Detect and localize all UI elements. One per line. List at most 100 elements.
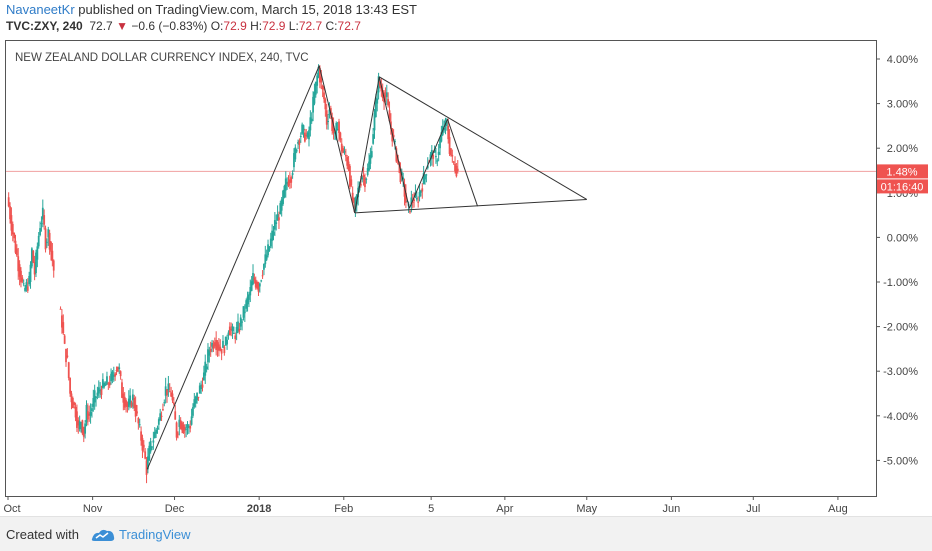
candle-body (379, 81, 381, 87)
y-tick-label: 0.00% (887, 232, 918, 244)
candle-body (67, 362, 70, 378)
x-tick-label: Jul (746, 503, 760, 515)
y-tick-label: 4.00% (887, 54, 918, 66)
candle-body (103, 382, 106, 387)
candle-body (217, 344, 220, 351)
candle-body (364, 177, 366, 188)
candle-body (404, 192, 407, 203)
candle-body (237, 321, 239, 332)
candle-body (354, 197, 357, 211)
candle-body (159, 413, 162, 421)
x-tick-label: Apr (496, 503, 513, 515)
candle-body (317, 66, 320, 77)
candle-body (89, 411, 92, 416)
plot-frame (5, 40, 877, 497)
candle-body (426, 165, 429, 169)
candle-body (335, 122, 338, 140)
candle-body (196, 392, 198, 401)
trendline[interactable] (354, 76, 380, 213)
x-axis-ticks: Oct Nov Dec 2018 Feb 5 Apr May Jun Jul Aug (3, 496, 848, 515)
candle-body (265, 255, 268, 260)
candle-body (181, 422, 183, 431)
candle-body (96, 392, 99, 396)
candle-body (295, 149, 298, 152)
candle-body (340, 143, 343, 152)
trendline[interactable] (146, 65, 320, 470)
trendline[interactable] (408, 119, 448, 209)
last-price: 72.7 (89, 19, 113, 33)
candle-body (233, 332, 235, 334)
candle-body (420, 190, 422, 193)
candle-body (220, 348, 223, 354)
candle-body (238, 328, 241, 332)
candle-body (369, 155, 372, 164)
candle-body (432, 154, 435, 159)
trendline[interactable] (318, 65, 356, 213)
candle-body (209, 348, 212, 352)
candle-body (17, 256, 20, 272)
candle-body (69, 377, 72, 394)
candle-body (288, 179, 291, 183)
author-link[interactable]: NavaneetKr (6, 2, 75, 17)
candle-body (269, 238, 272, 247)
candle-body (32, 250, 35, 263)
candle-body (174, 411, 177, 420)
close-value: 72.7 (337, 19, 361, 33)
footer: Created with TradingView (0, 516, 932, 551)
candle-body (144, 451, 147, 459)
candle-body (179, 420, 182, 429)
symbol-label[interactable]: TVC:ZXY, 240 (6, 19, 83, 33)
candle-body (342, 148, 345, 153)
candle-body (155, 429, 158, 434)
candle-body (20, 270, 22, 283)
candle-body (339, 132, 342, 140)
trendline[interactable] (378, 76, 410, 209)
candle-body (230, 328, 233, 331)
candle-body (107, 383, 110, 385)
candle-body (186, 424, 189, 429)
candle-body (444, 119, 447, 126)
candle-body (189, 425, 192, 429)
candle-body (185, 428, 188, 430)
candle-body (252, 273, 254, 285)
candle-body (293, 153, 295, 168)
trendline[interactable] (379, 76, 588, 200)
candle-body (14, 240, 17, 253)
candle-body (7, 197, 10, 207)
created-with-label: Created with (6, 527, 79, 542)
candle-body (349, 166, 351, 187)
candle-body (200, 384, 203, 390)
candle-body (299, 135, 302, 138)
candle-body (216, 342, 219, 349)
candle-body (399, 168, 402, 183)
candle-body (227, 332, 230, 336)
tradingview-brand-link[interactable]: TradingView (119, 527, 191, 542)
candle-body (91, 408, 93, 412)
candle-body (62, 322, 65, 334)
candle-body (163, 402, 166, 404)
candle-body (222, 340, 224, 348)
trendline[interactable] (447, 119, 479, 207)
candle-body (138, 424, 141, 426)
candle-body (47, 229, 50, 238)
candle-body (409, 210, 411, 213)
candle-body (286, 182, 289, 184)
candle-body (452, 161, 455, 163)
candle-body (226, 339, 228, 345)
candle-body (303, 132, 306, 142)
candle-body (433, 149, 436, 153)
candle-body (294, 147, 297, 160)
candle-body (97, 387, 100, 394)
candle-body (231, 326, 234, 332)
trendline[interactable] (354, 198, 587, 214)
candle-body (84, 423, 87, 434)
candle-body (95, 396, 97, 398)
candle-body (264, 254, 267, 265)
candle-body (92, 397, 95, 407)
candle-body (52, 260, 55, 271)
tradingview-logo-icon[interactable] (90, 527, 116, 543)
low-value: 72.7 (298, 19, 323, 33)
candle-body (157, 419, 160, 425)
candle-body (429, 154, 432, 160)
